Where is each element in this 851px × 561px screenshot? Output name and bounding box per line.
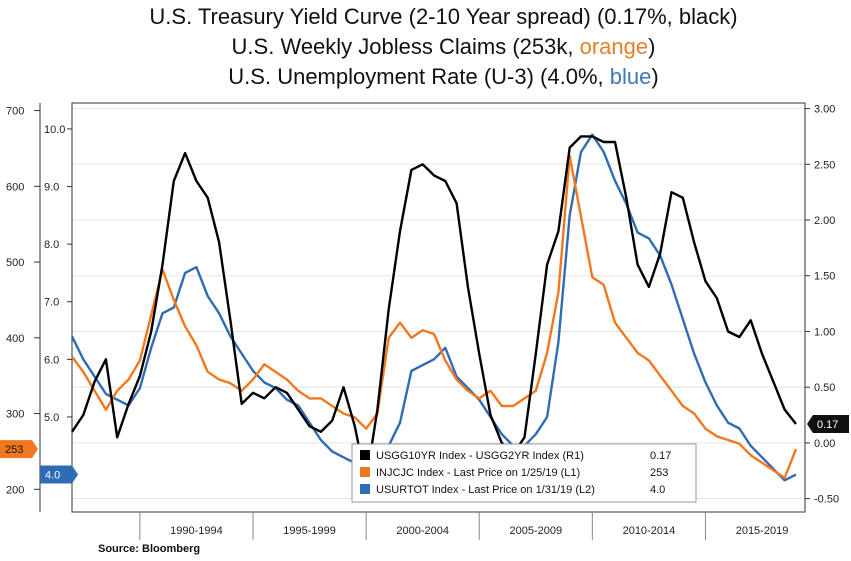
legend-entry-value: 253 (650, 467, 668, 479)
series-line-unemployment (70, 133, 797, 482)
chart-title-block: U.S. Treasury Yield Curve (2-10 Year spr… (0, 2, 851, 92)
left-tick-label-unemployment: 9.0 (44, 182, 59, 194)
x-period-label: 2005-2009 (509, 525, 562, 537)
spread-badge-label: 0.17 (817, 419, 838, 431)
legend-entry-label: INJCJC Index - Last Price on 1/25/19 (L1… (376, 467, 580, 479)
chart-title-line-2: U.S. Weekly Jobless Claims (253k, orange… (231, 34, 656, 59)
legend-entry-label: USGG10YR Index - USGG2YR Index (R1) (376, 450, 584, 462)
claims-badge-shape (0, 440, 38, 459)
legend-swatch (360, 484, 370, 494)
left-tick-label-unemployment: 6.0 (44, 354, 59, 366)
right-tick-label: 2.50 (814, 159, 835, 171)
unemployment-badge-label: 4.0 (45, 470, 60, 482)
claims-badge: 253 (0, 440, 38, 459)
legend-entry-value: 0.17 (650, 450, 671, 462)
x-period-label: 1995-1999 (283, 525, 336, 537)
chart-axes: -0.50 0.00 0.50 1.00 1.50 2.00 2.50 3.00 200 300 4… (6, 102, 839, 540)
chart-gridlines (72, 108, 805, 500)
legend-entry-label: USURTOT Index - Last Price on 1/31/19 (L… (376, 484, 595, 496)
source-note: Source: Bloomberg (98, 543, 201, 555)
right-tick-label: 0.50 (814, 382, 835, 394)
left-tick-label-claims: 300 (6, 409, 24, 421)
chart-title-line-3: U.S. Unemployment Rate (U-3) (4.0%, blue… (228, 64, 659, 89)
x-period-label: 2010-2014 (623, 525, 676, 537)
series-line-claims (71, 154, 798, 480)
spread-badge: 0.17 (807, 414, 849, 433)
left-tick-label-unemployment: 5.0 (44, 412, 59, 424)
right-tick-label: 1.00 (814, 326, 835, 338)
legend-box (351, 443, 697, 503)
chart-series (70, 133, 798, 484)
left-tick-label-claims: 500 (6, 257, 24, 269)
spread-badge-shape (807, 414, 849, 433)
legend-swatch (360, 467, 370, 477)
chart-title-line-1: U.S. Treasury Yield Curve (2-10 Year spr… (149, 4, 738, 29)
right-tick-label: -0.50 (814, 494, 839, 506)
right-tick-label: 0.00 (814, 438, 835, 450)
x-period-label: 1990-1994 (170, 525, 223, 537)
series-line-spread (71, 135, 797, 484)
left-tick-label-unemployment: 10.0 (44, 124, 65, 136)
right-tick-label: 1.50 (814, 271, 835, 283)
right-tick-label: 3.00 (814, 104, 835, 116)
unemployment-badge: 4.0 (40, 465, 78, 484)
claims-badge-label: 253 (5, 444, 23, 456)
plot-frame (71, 102, 806, 513)
x-period-label: 2000-2004 (396, 525, 449, 537)
left-tick-label-unemployment: 8.0 (44, 239, 59, 251)
left-tick-label-unemployment: 7.0 (44, 297, 59, 309)
left-tick-label-claims: 600 (6, 181, 24, 193)
axis-badges: 253 4.0 0.17 (0, 414, 849, 484)
left-tick-label-claims: 200 (6, 484, 24, 496)
unemployment-badge-shape (40, 465, 78, 484)
left-tick-label-claims: 700 (6, 106, 24, 118)
right-tick-label: 2.00 (814, 215, 835, 227)
legend-swatch (360, 450, 370, 460)
left-tick-label-claims: 400 (6, 333, 24, 345)
x-period-label: 2015-2019 (736, 525, 789, 537)
chart-legend: USGG10YR Index - USGG2YR Index (R1) 0.17 I… (351, 443, 697, 503)
legend-entry-value: 4.0 (650, 484, 665, 496)
